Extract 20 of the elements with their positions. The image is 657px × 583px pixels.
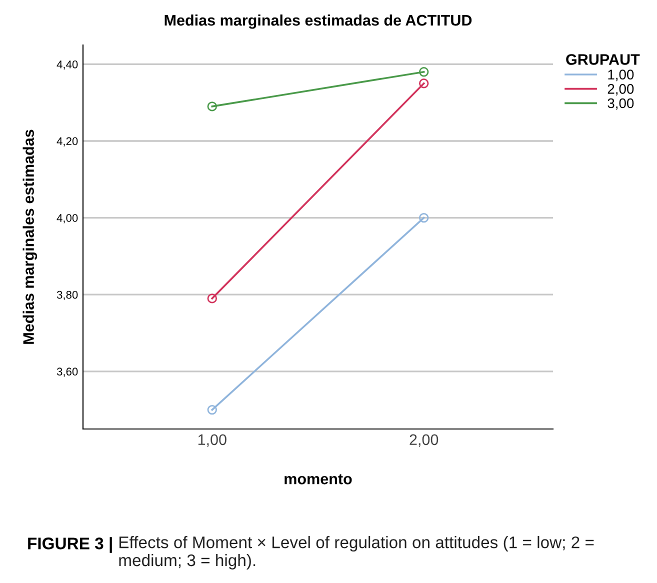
point [418, 67, 429, 77]
y-tick-label: 3,60 [56, 368, 78, 377]
y-tick-label: 3,80 [56, 290, 78, 300]
y-tick-label: 4,20 [56, 137, 78, 146]
point [207, 102, 218, 112]
chart-title: Medias marginales estimadas de ACTITUD [164, 14, 472, 29]
legend-label: 1,00 [608, 70, 634, 82]
legend-title: GRUPAUT [566, 54, 640, 65]
text: Effects of Moment × Level of regulation on attitudes (1 = low; 2 = medium; 3 = high). [119, 536, 594, 570]
y-tick-label: 4,00 [56, 214, 78, 224]
point [207, 294, 218, 304]
y-axis-title: Medias marginales estimadas [22, 130, 38, 344]
point [418, 212, 429, 223]
caption: FIGURE 3 | [28, 537, 112, 553]
point [207, 404, 218, 415]
y-tick-label: 4,40 [56, 60, 78, 70]
legend-label: 3,00 [608, 98, 634, 110]
legend-label: 2,00 [608, 84, 634, 96]
x-axis-title: momento [284, 474, 352, 484]
point [418, 78, 429, 88]
